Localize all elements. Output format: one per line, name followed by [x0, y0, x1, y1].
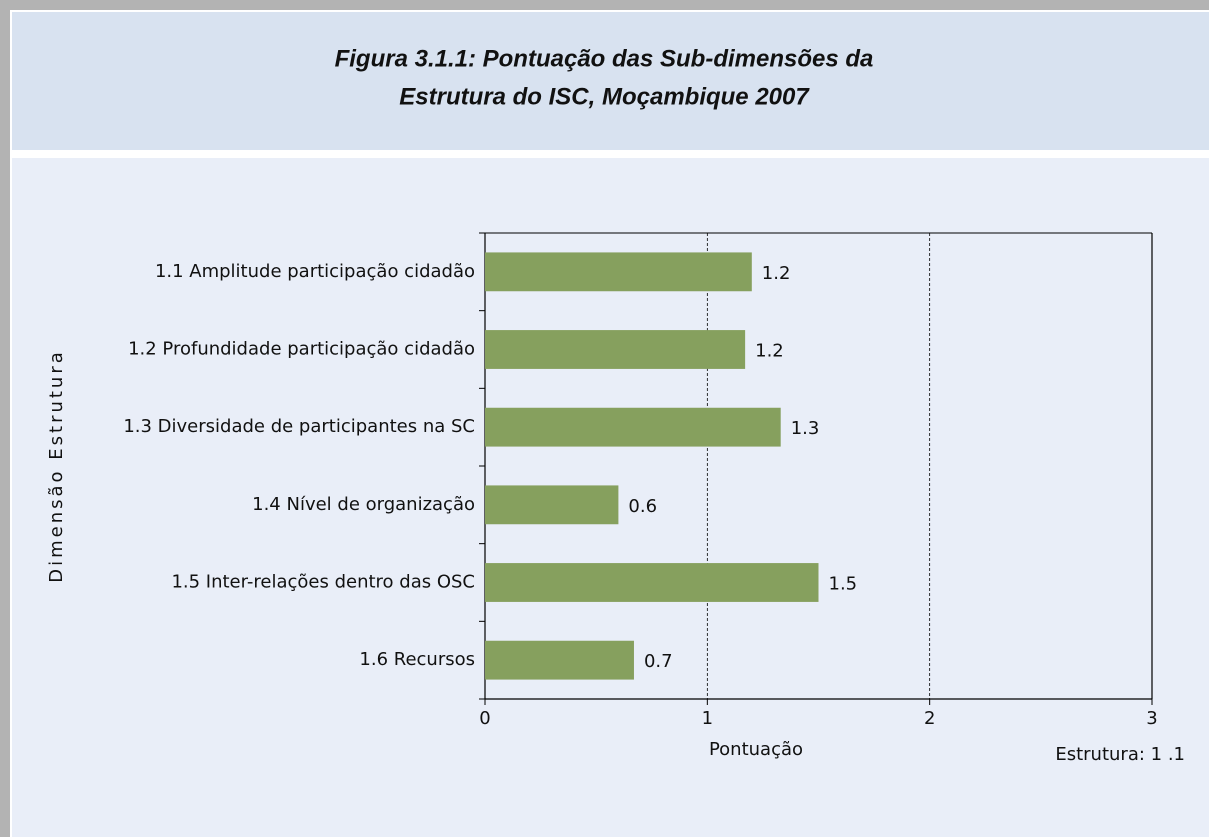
y-tick-label: 1.3 Diversidade de participantes na SC	[123, 416, 475, 437]
x-tick-label: 1	[702, 708, 713, 729]
y-tick-label: 1.6 Recursos	[359, 649, 475, 670]
value-label: 1.3	[791, 418, 820, 439]
y-tick-label: 1.2 Profundidade participação cidadão	[128, 339, 475, 360]
y-axis-label: Dimensão Estrutura	[46, 349, 67, 583]
chart-title: Figura 3.1.1: Pontuação das Sub-dimensõe…	[335, 45, 874, 72]
bar	[485, 330, 746, 369]
chart-title: Estrutura do ISC, Moçambique 2007	[399, 83, 810, 110]
y-tick-label: 1.1 Amplitude participação cidadão	[155, 261, 475, 282]
value-label: 0.7	[644, 651, 673, 672]
bar	[485, 640, 634, 680]
header-band	[12, 12, 1209, 150]
bar	[485, 252, 752, 292]
y-tick-label: 1.5 Inter-relações dentro das OSC	[171, 572, 475, 593]
bar	[485, 485, 619, 525]
value-label: 1.2	[755, 341, 784, 362]
value-label: 1.2	[762, 263, 791, 284]
x-tick-label: 0	[479, 708, 490, 729]
x-tick-label: 2	[924, 708, 935, 729]
x-tick-label: 3	[1146, 708, 1157, 729]
x-axis-label: Pontuação	[709, 739, 803, 760]
bar	[485, 563, 819, 602]
bar	[485, 407, 781, 447]
value-label: 1.5	[829, 574, 858, 595]
y-tick-label: 1.4 Nível de organização	[252, 494, 475, 515]
value-label: 0.6	[628, 496, 657, 517]
annotation: Estrutura: 1 .1	[1055, 744, 1185, 765]
